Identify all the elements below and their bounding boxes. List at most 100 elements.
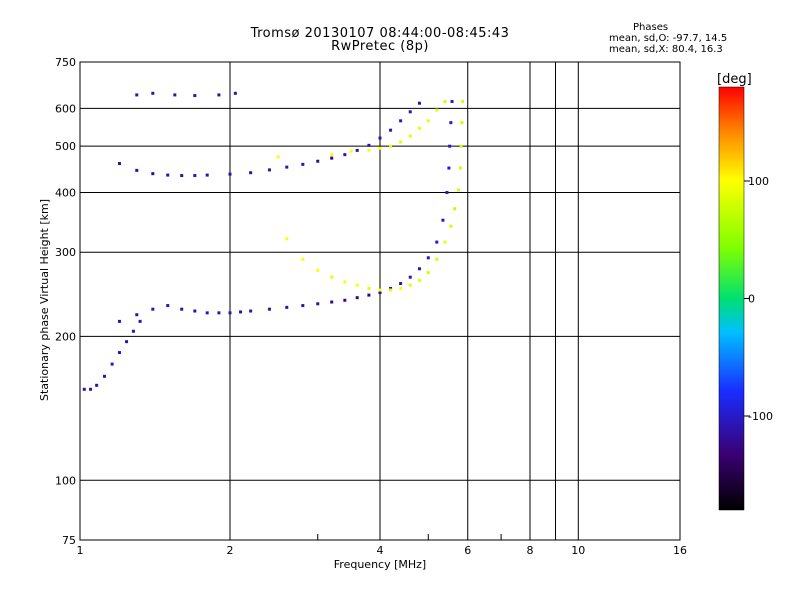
- o-mode-point: [249, 309, 253, 313]
- o-mode-point: [389, 286, 393, 290]
- o-mode-point: [367, 143, 371, 147]
- o-mode-point: [125, 340, 129, 344]
- o-mode-point: [228, 172, 232, 176]
- o-mode-point: [166, 173, 170, 177]
- y-tick-label: 500: [55, 140, 76, 153]
- o-mode-point: [285, 165, 289, 169]
- o-mode-point: [448, 144, 452, 148]
- colorbar-tick-label: 100: [748, 175, 769, 188]
- o-mode-point: [82, 387, 86, 391]
- o-mode-point: [249, 171, 253, 175]
- x-mode-point: [389, 144, 393, 148]
- o-mode-point: [399, 282, 403, 286]
- colorbar-ticks: 100 0 -100: [744, 175, 773, 423]
- o-mode-point: [267, 168, 271, 172]
- o-mode-point: [138, 319, 142, 323]
- o-mode-point: [135, 168, 139, 172]
- o-mode-point: [445, 190, 449, 194]
- o-mode-point: [117, 319, 121, 323]
- o-mode-point: [417, 267, 421, 271]
- x-mode-point: [399, 286, 403, 290]
- o-mode-point: [367, 293, 371, 297]
- o-mode-point: [151, 91, 155, 95]
- x-mode-point: [367, 286, 371, 290]
- x-axis-ticks: 1 2 4 6 8 10 16: [77, 534, 687, 557]
- x-mode-point: [378, 146, 382, 150]
- o-mode-point: [449, 121, 453, 125]
- o-mode-point: [151, 172, 155, 176]
- x-mode-point: [408, 283, 412, 287]
- colorbar-tick-label: -100: [748, 410, 773, 423]
- o-mode-point: [355, 148, 359, 152]
- x-mode-point: [417, 126, 421, 130]
- chart-title: Tromsø 20130107 08:44:00-08:45:43: [250, 26, 510, 41]
- x-mode-point: [457, 188, 461, 192]
- o-mode-point: [285, 305, 289, 309]
- y-tick-label: 75: [62, 534, 76, 547]
- x-mode-point: [435, 108, 439, 112]
- x-mode-point: [389, 288, 393, 292]
- o-mode-point: [355, 296, 359, 300]
- grid: [80, 62, 680, 540]
- o-mode-point: [426, 256, 430, 260]
- o-mode-point: [89, 387, 93, 391]
- x-mode-point: [301, 257, 305, 261]
- x-tick-label: 10: [571, 544, 585, 557]
- y-axis-ticks: 75 100 200 300 400 500 600 750: [55, 56, 76, 547]
- o-mode-point: [110, 362, 114, 366]
- x-tick-label: 2: [227, 544, 234, 557]
- x-mode-point: [285, 237, 289, 241]
- o-mode-point: [301, 162, 305, 166]
- colorbar: [718, 86, 745, 511]
- x-tick-label: 4: [377, 544, 384, 557]
- o-mode-point: [151, 307, 155, 311]
- x-tick-label: 6: [464, 544, 471, 557]
- o-mode-point: [389, 128, 393, 132]
- o-mode-point: [343, 153, 347, 157]
- o-mode-point: [131, 329, 135, 333]
- o-mode-point: [435, 240, 439, 244]
- x-mode-point: [426, 271, 430, 275]
- colorbar-label: [deg]: [717, 72, 752, 87]
- o-mode-point: [417, 101, 421, 105]
- o-mode-point: [343, 298, 347, 302]
- o-mode-point: [166, 304, 170, 308]
- o-mode-point: [135, 93, 139, 97]
- x-mode-point: [276, 155, 280, 159]
- o-mode-point: [95, 383, 99, 387]
- o-mode-point: [267, 307, 271, 311]
- x-mode-point: [417, 278, 421, 282]
- y-tick-label: 300: [55, 246, 76, 259]
- o-mode-point: [205, 173, 209, 177]
- o-mode-point: [117, 161, 121, 165]
- o-mode-point: [205, 311, 209, 315]
- o-mode-point: [408, 275, 412, 279]
- o-mode-point: [316, 302, 320, 306]
- x-mode-point: [426, 119, 430, 123]
- o-mode-point: [103, 374, 107, 378]
- x-mode-point: [443, 240, 447, 244]
- x-mode-point: [459, 144, 463, 148]
- o-mode-point: [180, 174, 184, 178]
- x-mode-point: [355, 283, 359, 287]
- o-mode-point: [450, 100, 454, 104]
- x-mode-point: [460, 121, 464, 125]
- o-mode-point: [193, 94, 197, 98]
- y-tick-label: 400: [55, 186, 76, 199]
- x-mode-point: [330, 153, 334, 157]
- o-mode-point: [233, 91, 237, 95]
- o-mode-point: [330, 300, 334, 304]
- o-mode-point: [180, 307, 184, 311]
- x-mode-point: [435, 257, 439, 261]
- phase-info-title: Phases: [633, 22, 669, 33]
- o-mode-point: [316, 159, 320, 163]
- o-mode-point: [378, 291, 382, 295]
- plot-frame: [79, 61, 681, 541]
- o-mode-point: [399, 119, 403, 123]
- x-mode-point: [343, 280, 347, 284]
- x-axis-label: Frequency [MHz]: [334, 558, 426, 571]
- x-mode-point: [408, 134, 412, 138]
- y-tick-label: 100: [55, 474, 76, 487]
- x-mode-point: [399, 140, 403, 144]
